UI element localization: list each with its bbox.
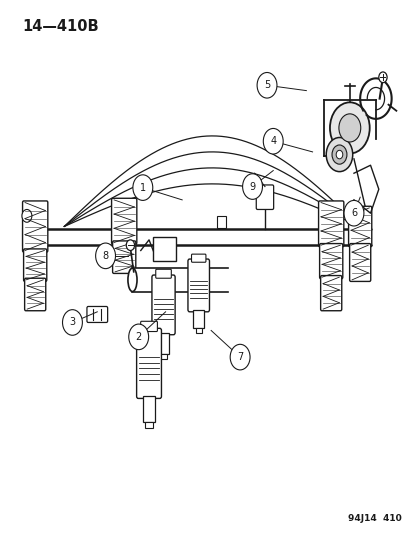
FancyBboxPatch shape (87, 306, 107, 322)
FancyBboxPatch shape (24, 249, 47, 281)
FancyBboxPatch shape (349, 244, 370, 281)
Circle shape (329, 102, 369, 154)
Bar (160, 354, 166, 359)
Text: 14—410B: 14—410B (23, 19, 99, 34)
Circle shape (126, 240, 134, 251)
FancyBboxPatch shape (112, 241, 135, 273)
Circle shape (325, 138, 352, 172)
FancyBboxPatch shape (155, 269, 171, 278)
Circle shape (263, 128, 282, 154)
FancyBboxPatch shape (256, 185, 273, 209)
Circle shape (230, 344, 249, 370)
Text: 3: 3 (69, 318, 75, 327)
Bar (193, 310, 204, 328)
Circle shape (331, 145, 346, 164)
Text: 94J14  410: 94J14 410 (347, 514, 401, 523)
Circle shape (95, 243, 115, 269)
Bar (145, 422, 152, 427)
Text: 6: 6 (350, 208, 356, 218)
Text: 5: 5 (263, 80, 270, 90)
Circle shape (242, 174, 262, 199)
FancyBboxPatch shape (136, 328, 161, 399)
Bar (195, 328, 202, 333)
Circle shape (128, 324, 148, 350)
Bar (142, 397, 155, 422)
Circle shape (256, 72, 276, 98)
FancyBboxPatch shape (188, 259, 209, 312)
Text: 9: 9 (249, 182, 255, 191)
Circle shape (62, 310, 82, 335)
FancyBboxPatch shape (191, 254, 205, 262)
FancyBboxPatch shape (140, 321, 157, 332)
FancyBboxPatch shape (111, 198, 136, 244)
FancyBboxPatch shape (152, 275, 175, 335)
Circle shape (335, 150, 342, 159)
Text: 1: 1 (140, 183, 145, 192)
Bar (132, 268, 227, 292)
Text: 4: 4 (270, 136, 275, 146)
Circle shape (133, 175, 152, 200)
Circle shape (343, 200, 363, 226)
Ellipse shape (128, 268, 137, 292)
Bar (23, 229, 370, 245)
Circle shape (338, 114, 360, 142)
Bar (216, 216, 225, 228)
Text: 8: 8 (102, 251, 108, 261)
FancyBboxPatch shape (348, 206, 371, 247)
Bar (157, 333, 169, 354)
Bar (153, 237, 176, 261)
FancyBboxPatch shape (318, 201, 343, 247)
FancyBboxPatch shape (320, 276, 341, 311)
FancyBboxPatch shape (25, 278, 45, 311)
Circle shape (378, 72, 386, 83)
FancyBboxPatch shape (23, 201, 47, 252)
Circle shape (22, 209, 32, 222)
Text: 7: 7 (236, 352, 243, 362)
FancyBboxPatch shape (319, 244, 342, 279)
Text: 2: 2 (135, 332, 142, 342)
